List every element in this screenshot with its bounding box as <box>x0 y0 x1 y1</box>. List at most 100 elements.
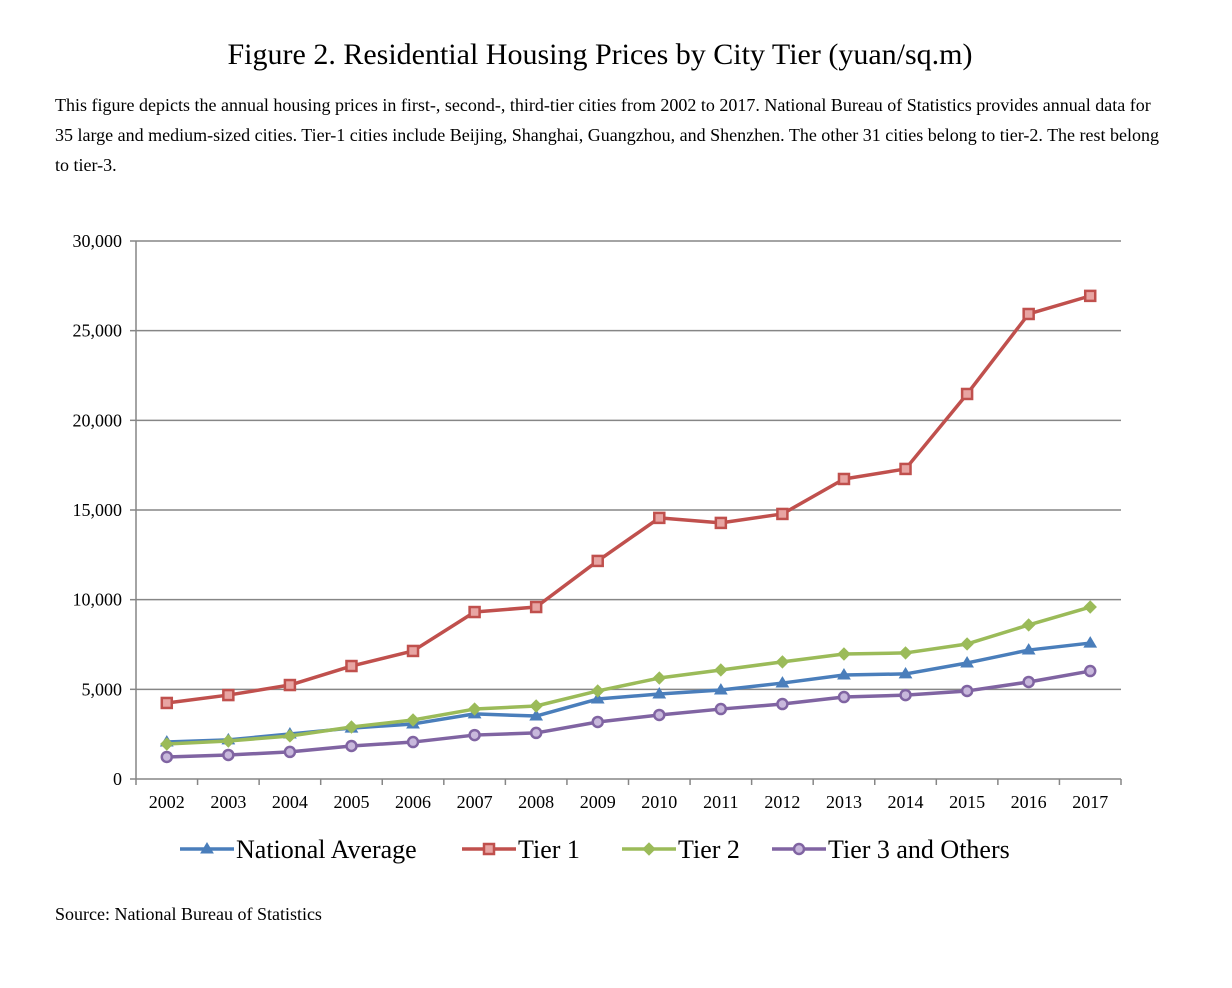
data-point <box>775 676 790 688</box>
legend-item: Tier 1 <box>462 835 580 864</box>
series-line <box>166 605 1091 746</box>
data-point <box>652 687 667 699</box>
chart-title: Figure 2. Residential Housing Prices by … <box>227 38 973 71</box>
data-point <box>160 737 174 751</box>
y-tick-label: 5,000 <box>82 679 123 699</box>
data-point <box>591 554 604 568</box>
x-tick-label: 2014 <box>888 792 924 812</box>
x-tick-label: 2005 <box>333 792 369 812</box>
data-point <box>1083 664 1097 678</box>
legend-label: Tier 2 <box>678 835 740 864</box>
data-point <box>1083 636 1098 648</box>
data-point <box>529 699 543 713</box>
x-tick-label: 2003 <box>210 792 246 812</box>
legend-label: Tier 3 and Others <box>828 835 1010 864</box>
series-tier-3-and-others <box>160 664 1097 764</box>
data-point <box>529 600 543 614</box>
x-tick-label: 2012 <box>764 792 800 812</box>
data-point <box>1021 643 1036 655</box>
x-tick-label: 2010 <box>641 792 677 812</box>
x-tick-label: 2017 <box>1072 792 1108 812</box>
y-tick-label: 20,000 <box>73 410 123 430</box>
data-point <box>898 666 913 679</box>
data-point <box>960 637 974 651</box>
data-point <box>529 709 544 721</box>
data-point <box>653 708 666 722</box>
data-point <box>344 720 359 734</box>
series-line <box>166 294 1091 705</box>
y-tick-label: 10,000 <box>73 590 123 610</box>
data-point <box>837 647 851 661</box>
data-point <box>714 663 728 677</box>
x-tick-label: 2011 <box>703 792 738 812</box>
data-point <box>160 696 174 710</box>
series-line <box>166 669 1091 759</box>
x-tick-label: 2009 <box>580 792 616 812</box>
data-point <box>960 655 974 668</box>
chart-description: This figure depicts the annual housing p… <box>55 95 1160 175</box>
y-tick-label: 15,000 <box>73 500 123 520</box>
data-point <box>775 655 790 669</box>
data-point <box>837 472 851 486</box>
data-point <box>529 726 543 740</box>
x-tick-label: 2013 <box>826 792 862 812</box>
y-tick-label: 30,000 <box>73 231 123 251</box>
data-point <box>837 668 851 680</box>
data-point <box>899 462 912 476</box>
data-point <box>406 735 420 749</box>
data-point <box>899 688 912 702</box>
data-point <box>221 734 236 748</box>
x-tick-label: 2015 <box>949 792 985 812</box>
data-point <box>837 690 851 704</box>
data-point <box>1022 675 1035 689</box>
legend-marker <box>642 842 656 856</box>
data-point <box>283 729 297 743</box>
data-point <box>591 715 604 729</box>
x-tick-label: 2008 <box>518 792 554 812</box>
data-point <box>652 671 666 685</box>
x-tick-label: 2007 <box>457 792 493 812</box>
data-point <box>776 507 789 521</box>
legend-label: National Average <box>236 835 417 864</box>
data-point <box>960 387 974 401</box>
x-tick-label: 2016 <box>1011 792 1047 812</box>
legend-label: Tier 1 <box>518 835 580 864</box>
data-point <box>1022 307 1035 321</box>
data-point <box>653 511 666 525</box>
data-point <box>713 683 728 695</box>
data-point <box>714 516 728 530</box>
legend-item: National Average <box>180 835 417 864</box>
data-point <box>283 678 297 692</box>
data-point <box>406 713 420 727</box>
data-point <box>222 688 235 702</box>
source-note: Source: National Bureau of Statistics <box>55 904 322 924</box>
data-point <box>160 750 174 764</box>
series-tier-2 <box>160 600 1097 751</box>
y-tick-label: 0 <box>113 769 122 789</box>
y-tick-label: 25,000 <box>73 321 123 341</box>
legend-marker <box>792 842 806 856</box>
data-point <box>222 748 235 762</box>
data-point <box>345 659 358 673</box>
data-point <box>1021 618 1036 632</box>
data-point <box>468 728 481 742</box>
data-point <box>345 739 358 753</box>
data-point <box>468 605 481 619</box>
series-tier-1 <box>160 289 1097 710</box>
legend-marker <box>482 842 496 856</box>
data-point <box>1083 600 1097 614</box>
x-tick-label: 2006 <box>395 792 431 812</box>
x-tick-label: 2002 <box>149 792 185 812</box>
legend-item: Tier 3 and Others <box>772 835 1010 864</box>
data-point <box>1083 289 1097 303</box>
legend-item: Tier 2 <box>622 835 740 864</box>
legend-marker <box>200 842 214 854</box>
data-point <box>898 646 913 660</box>
data-point <box>776 697 789 711</box>
data-point <box>283 745 297 759</box>
data-point <box>406 644 420 658</box>
data-point <box>714 702 728 716</box>
x-tick-label: 2004 <box>272 792 308 812</box>
data-point <box>467 702 482 716</box>
